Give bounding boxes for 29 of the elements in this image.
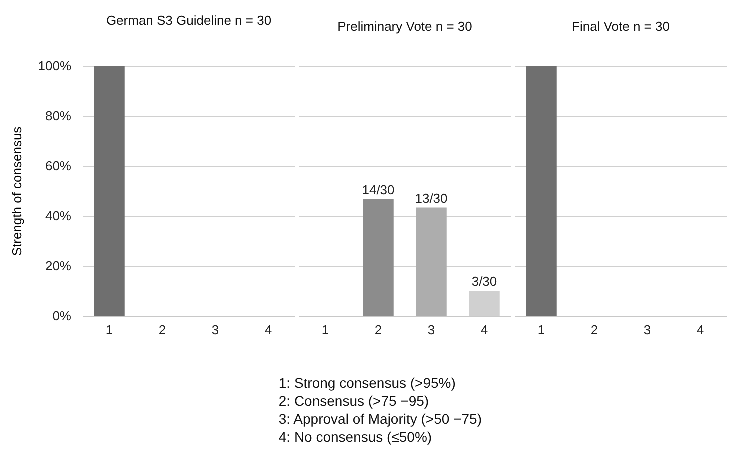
x-tick-label: 1 [538,322,546,338]
x-tick-label: 4 [264,322,272,338]
y-tick-label: 80% [45,108,72,124]
x-tick-label: 3 [212,322,220,338]
y-tick-label: 20% [45,258,72,274]
chart-title: Preliminary Vote n = 30 [338,19,472,34]
x-tick-label: 3 [428,322,436,338]
y-axis-title: Strength of consensus [9,126,24,256]
y-tick-label: 100% [38,58,72,74]
x-tick-label: 3 [644,322,652,338]
text: 2: Consensus (>75 −95) [278,393,430,409]
y-tick-label: 0% [52,308,72,324]
chart-title: Final Vote n = 30 [572,19,670,34]
text: 4: No consensus (≤50%) [278,429,432,445]
text: 3: Approval of Majority (>50 −75) [278,411,482,427]
x-tick-label: 4 [480,322,488,338]
data-label: 13/30 [415,190,448,206]
chart-title: German S3 Guideline n = 30 [106,13,272,28]
x-tick-label: 2 [158,322,166,338]
x-tick-label: 2 [590,322,598,338]
y-tick-label: 40% [45,208,72,224]
y-tick-label: 60% [45,158,72,174]
x-tick-label: 1 [106,322,114,338]
text: 1: Strong consensus (>95%) [278,375,456,391]
x-tick-label: 1 [322,322,330,338]
data-label: 3/30 [472,274,498,289]
x-tick-label: 4 [696,322,704,338]
data-label: 14/30 [362,182,395,198]
x-tick-label: 2 [374,322,382,338]
